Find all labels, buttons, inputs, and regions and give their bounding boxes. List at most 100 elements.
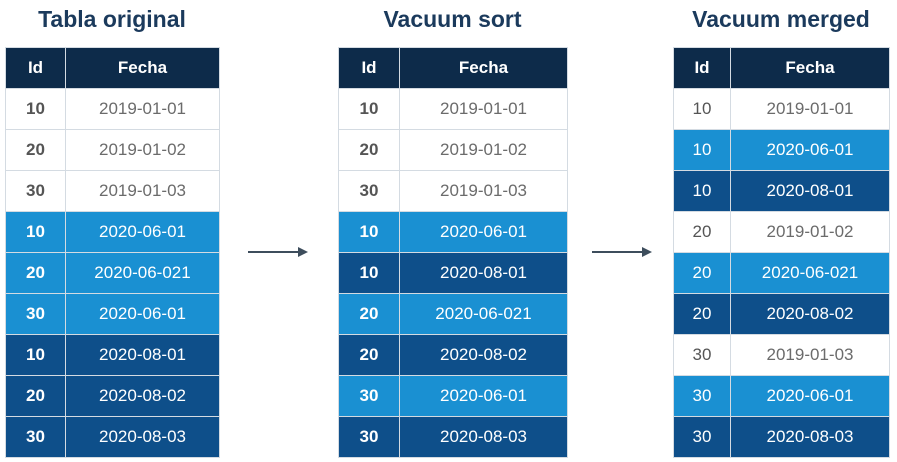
cell-fecha: 2020-08-01 xyxy=(399,252,568,294)
cell-fecha: 2019-01-01 xyxy=(399,88,568,130)
cell-fecha: 2020-06-01 xyxy=(65,293,220,335)
cell-fecha: 2020-06-021 xyxy=(730,252,890,294)
cell-fecha: 2019-01-03 xyxy=(730,334,890,376)
table-row: 10 2020-06-01 xyxy=(5,211,220,253)
cell-id: 20 xyxy=(673,293,731,335)
cell-fecha: 2020-06-01 xyxy=(399,211,568,253)
table-row: 10 2020-08-01 xyxy=(673,170,890,212)
table-row: 20 2020-06-021 xyxy=(5,252,220,294)
table-row: 20 2019-01-02 xyxy=(673,211,890,253)
cell-id: 20 xyxy=(338,293,400,335)
table-row: 10 2020-06-01 xyxy=(338,211,568,253)
cell-id: 30 xyxy=(5,293,66,335)
table-row: 30 2020-06-01 xyxy=(5,293,220,335)
cell-fecha: 2020-08-03 xyxy=(730,416,890,458)
column-header-id: Id xyxy=(673,47,731,89)
table-body: 10 2019-01-01 20 2019-01-02 30 2019-01-03 10 20… xyxy=(338,88,568,458)
panel-title: Vacuum sort xyxy=(383,6,522,32)
table-row: 20 2019-01-02 xyxy=(338,129,568,171)
cell-fecha: 2019-01-02 xyxy=(65,129,220,171)
cell-id: 30 xyxy=(338,375,400,417)
column-header-fecha: Fecha xyxy=(65,47,220,89)
cell-id: 30 xyxy=(673,416,731,458)
cell-fecha: 2020-08-02 xyxy=(65,375,220,417)
table-row: 10 2019-01-01 xyxy=(338,88,568,130)
panel-title: Vacuum merged xyxy=(692,6,870,32)
cell-id: 10 xyxy=(338,211,400,253)
column-header-id: Id xyxy=(5,47,66,89)
table-row: 10 2020-08-01 xyxy=(338,252,568,294)
cell-fecha: 2020-06-01 xyxy=(730,375,890,417)
table-row: 10 2020-06-01 xyxy=(673,129,890,171)
table-row: 20 2020-06-021 xyxy=(338,293,568,335)
cell-id: 10 xyxy=(5,88,66,130)
table-body: 10 2019-01-01 20 2019-01-02 30 2019-01-03 10 20… xyxy=(5,88,220,458)
cell-fecha: 2019-01-03 xyxy=(65,170,220,212)
column-header-fecha: Fecha xyxy=(399,47,568,89)
cell-id: 30 xyxy=(338,170,400,212)
cell-id: 20 xyxy=(5,375,66,417)
table-row: 30 2020-08-03 xyxy=(673,416,890,458)
table-row: 20 2020-06-021 xyxy=(673,252,890,294)
cell-fecha: 2019-01-03 xyxy=(399,170,568,212)
cell-fecha: 2020-08-01 xyxy=(65,334,220,376)
column-header-id: Id xyxy=(338,47,400,89)
cell-fecha: 2020-08-03 xyxy=(65,416,220,458)
table-vacuum-sort: Id Fecha 10 2019-01-01 20 2019-01-02 30 2019-… xyxy=(338,47,568,458)
table-header-row: Id Fecha xyxy=(5,47,220,89)
cell-fecha: 2019-01-01 xyxy=(730,88,890,130)
cell-id: 10 xyxy=(673,88,731,130)
arrow-right-icon xyxy=(248,247,308,257)
table-row: 30 2019-01-03 xyxy=(338,170,568,212)
cell-id: 30 xyxy=(5,416,66,458)
table-tabla-original: Id Fecha 10 2019-01-01 20 2019-01-02 30 2019-… xyxy=(5,47,220,458)
cell-id: 20 xyxy=(673,211,731,253)
table-row: 30 2019-01-03 xyxy=(673,334,890,376)
cell-fecha: 2020-06-01 xyxy=(399,375,568,417)
cell-fecha: 2019-01-01 xyxy=(65,88,220,130)
cell-fecha: 2020-08-01 xyxy=(730,170,890,212)
cell-id: 10 xyxy=(673,170,731,212)
cell-id: 20 xyxy=(5,129,66,171)
column-header-fecha: Fecha xyxy=(730,47,890,89)
table-row: 10 2019-01-01 xyxy=(673,88,890,130)
cell-id: 10 xyxy=(338,252,400,294)
table-header-row: Id Fecha xyxy=(673,47,890,89)
cell-id: 20 xyxy=(5,252,66,294)
cell-id: 10 xyxy=(5,334,66,376)
cell-fecha: 2019-01-02 xyxy=(399,129,568,171)
cell-fecha: 2020-06-021 xyxy=(399,293,568,335)
cell-fecha: 2020-08-03 xyxy=(399,416,568,458)
cell-id: 20 xyxy=(338,334,400,376)
table-row: 20 2020-08-02 xyxy=(338,334,568,376)
table-row: 20 2020-08-02 xyxy=(5,375,220,417)
cell-id: 30 xyxy=(673,375,731,417)
table-row: 10 2020-08-01 xyxy=(5,334,220,376)
cell-fecha: 2019-01-02 xyxy=(730,211,890,253)
table-body: 10 2019-01-01 10 2020-06-01 10 2020-08-01 20 20… xyxy=(673,88,890,458)
table-row: 30 2020-08-03 xyxy=(5,416,220,458)
arrow-right-icon xyxy=(592,247,652,257)
table-row: 20 2019-01-02 xyxy=(5,129,220,171)
cell-id: 20 xyxy=(673,252,731,294)
table-row: 30 2020-08-03 xyxy=(338,416,568,458)
cell-id: 20 xyxy=(338,129,400,171)
cell-id: 10 xyxy=(673,129,731,171)
cell-id: 30 xyxy=(5,170,66,212)
panel-title: Tabla original xyxy=(38,6,186,32)
cell-fecha: 2020-06-01 xyxy=(730,129,890,171)
table-vacuum-merged: Id Fecha 10 2019-01-01 10 2020-06-01 10 2020-… xyxy=(673,47,890,458)
table-row: 20 2020-08-02 xyxy=(673,293,890,335)
table-header-row: Id Fecha xyxy=(338,47,568,89)
cell-fecha: 2020-08-02 xyxy=(730,293,890,335)
cell-id: 30 xyxy=(673,334,731,376)
table-row: 30 2020-06-01 xyxy=(338,375,568,417)
cell-id: 10 xyxy=(338,88,400,130)
cell-id: 30 xyxy=(338,416,400,458)
table-row: 10 2019-01-01 xyxy=(5,88,220,130)
cell-fecha: 2020-08-02 xyxy=(399,334,568,376)
cell-id: 10 xyxy=(5,211,66,253)
table-row: 30 2019-01-03 xyxy=(5,170,220,212)
cell-fecha: 2020-06-01 xyxy=(65,211,220,253)
cell-fecha: 2020-06-021 xyxy=(65,252,220,294)
